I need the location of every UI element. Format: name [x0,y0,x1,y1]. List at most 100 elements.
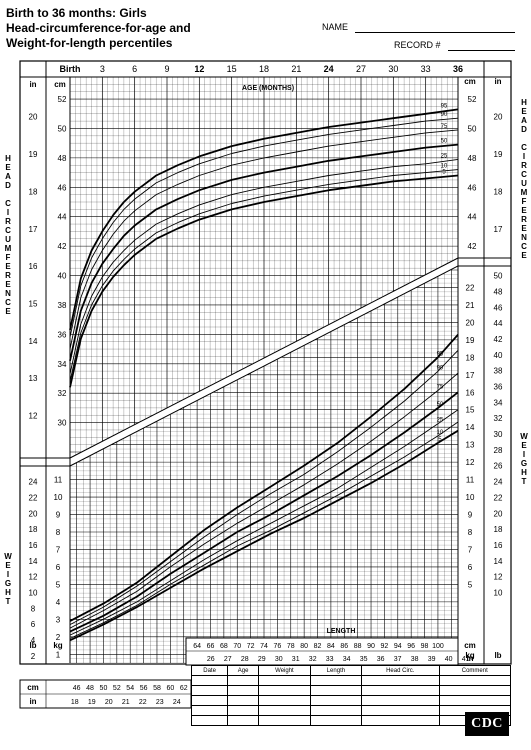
record-cell[interactable] [227,705,260,716]
length-in-tick-bottom: 20 [105,699,113,706]
record-cell[interactable] [258,685,311,696]
record-cell[interactable] [309,715,362,726]
length-cm-tick-top: 82 [314,643,322,650]
record-cell[interactable] [190,685,229,696]
hc-curve-p10 [69,169,459,382]
record-cell[interactable] [227,695,260,706]
age-tick-label: 21 [291,64,301,74]
hc-cm-tick-left: 32 [58,389,67,398]
wl-kg-header-left: kg [53,641,62,650]
hc-cm-tick-right: 42 [468,242,477,251]
wl-lb-tick-left: 2 [31,652,36,661]
wl-kg-tick-left: 8 [56,528,61,537]
hc-percentile-label-5: 5 [442,170,446,176]
title-line-3: Weight-for-length percentiles [6,36,173,50]
hc-cm-tick-right: 44 [468,213,477,222]
record-cell[interactable] [190,675,229,686]
hc-curve-p75 [69,129,459,350]
record-cell[interactable] [258,715,311,726]
length-cm-tick-top: 90 [367,643,375,650]
wl-lb-tick-right: 46 [494,303,503,312]
record-cell[interactable] [360,715,440,726]
record-label: RECORD # [394,40,441,50]
record-cell[interactable] [438,685,512,696]
length-in-tick-top: 26 [207,656,215,663]
hc-in-tick-left: 18 [29,187,38,196]
record-cell[interactable] [360,705,440,716]
wl-kg-tick-left: 3 [56,615,61,624]
length-cm-tick-top: 86 [340,643,348,650]
hc-in-tick-left: 12 [29,412,38,421]
record-col-weight: Weight [258,665,311,676]
record-cell[interactable] [309,675,362,686]
record-cell[interactable] [227,685,260,696]
length-cm-tick-top: 84 [327,643,335,650]
name-field[interactable] [355,32,515,33]
length-scale-box [185,637,459,666]
wl-kg-tick-left: 11 [54,476,63,485]
record-row [190,705,512,716]
wl-kg-tick-left: 1 [56,650,61,659]
hc-in-header-right: in [494,77,501,86]
wl-kg-tick-left: 2 [56,633,61,642]
hc-curve-p25 [69,158,459,375]
wl-kg-tick-right: 20 [466,318,475,327]
wl-lb-tick-right: 16 [494,541,503,550]
record-cell[interactable] [258,675,311,686]
record-cell[interactable] [227,675,260,686]
length-in-tick-bottom: 23 [156,699,164,706]
length-cm-tick-top: 100 [432,643,444,650]
record-cell[interactable] [438,675,512,686]
hc-cm-tick-right: 46 [468,183,477,192]
length-in-tick-bottom: 24 [173,699,181,706]
record-cell[interactable] [309,705,362,716]
record-cell[interactable] [438,695,512,706]
record-cell[interactable] [190,705,229,716]
hc-cm-tick-right: 50 [468,124,477,133]
length-cm-tick-top: 64 [193,643,201,650]
wl-curve-p25 [69,409,459,636]
length-in-tick-top: 35 [360,656,368,663]
record-cell[interactable] [309,695,362,706]
length-in-header-bottom: in [29,697,36,706]
wl-lb-tick-right: 10 [494,589,503,598]
wl-kg-tick-right: 12 [466,458,475,467]
length-cm-tick-bottom: 62 [180,685,188,692]
hc-cm-tick-left: 34 [58,360,67,369]
wl-kg-tick-right: 11 [466,476,475,485]
wl-lb-tick-left: 22 [29,493,38,502]
record-cell[interactable] [258,705,311,716]
length-cm-tick-top: 92 [381,643,389,650]
wl-kg-header-right: kg [465,651,474,660]
record-cell[interactable] [360,695,440,706]
record-cell[interactable] [190,695,229,706]
wl-kg-tick-right: 5 [468,580,473,589]
record-cell[interactable] [309,685,362,696]
record-cell[interactable] [227,715,260,726]
age-tick-label: 6 [132,64,137,74]
length-in-tick-top: 39 [428,656,436,663]
wl-lb-tick-right: 36 [494,383,503,392]
hc-curve-p5 [69,174,459,388]
record-cell[interactable] [360,675,440,686]
wl-kg-tick-right: 6 [468,563,473,572]
length-cm-tick-bottom: 46 [73,685,81,692]
length-cm-tick-top: 66 [207,643,215,650]
record-cell[interactable] [258,695,311,706]
hc-curve-p50 [69,143,459,361]
record-cell[interactable] [190,715,229,726]
wl-lb-tick-right: 24 [494,478,503,487]
wl-lb-tick-left: 14 [29,557,38,566]
length-in-tick-top: 33 [326,656,334,663]
age-tick-label: 36 [453,64,463,74]
record-cell[interactable] [360,685,440,696]
hc-percentile-label-50: 50 [441,139,448,145]
title-line-1: Birth to 36 months: Girls [6,6,147,20]
wl-lb-tick-right: 38 [494,367,503,376]
length-cm-tick-top: 96 [407,643,415,650]
record-field[interactable] [448,50,515,51]
hc-cm-tick-right: 52 [468,95,477,104]
cdc-logo: CDC [465,712,509,736]
